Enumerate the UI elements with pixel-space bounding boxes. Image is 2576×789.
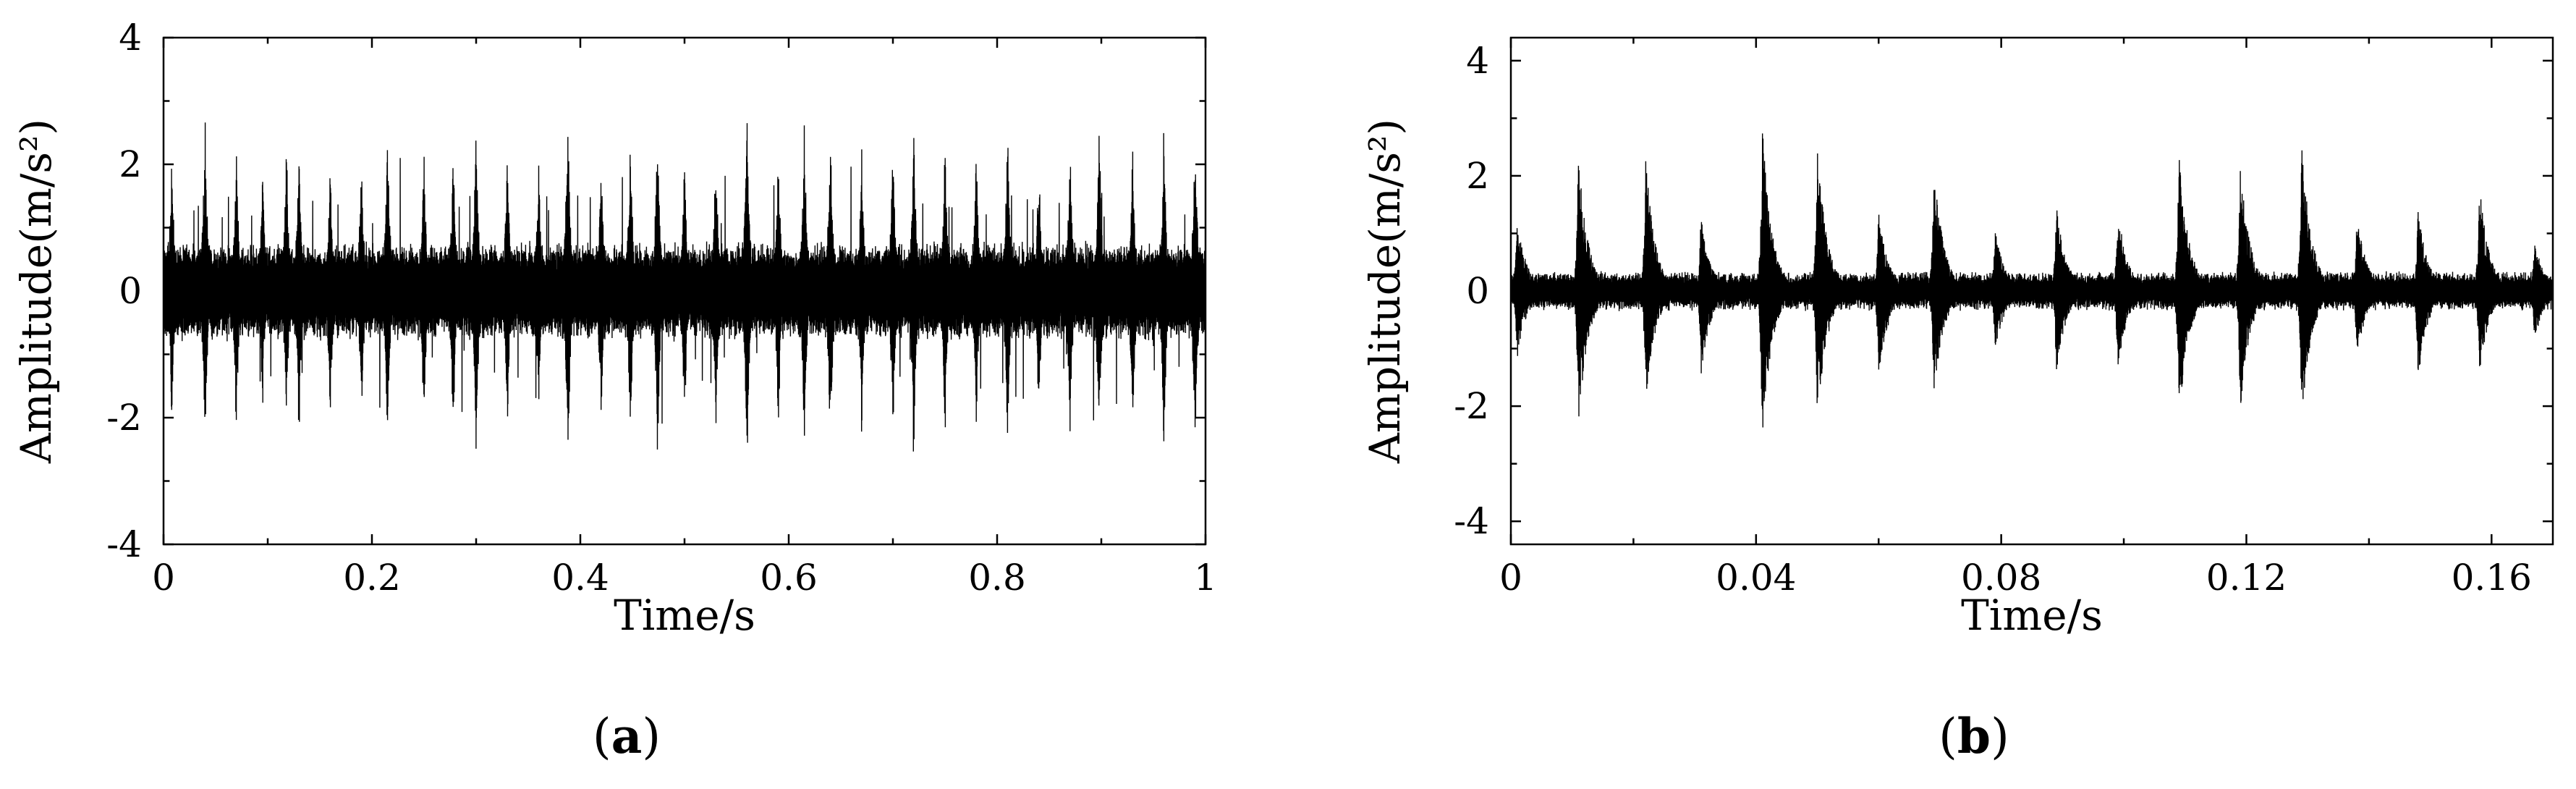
panel-label: (b) bbox=[1939, 708, 2009, 764]
x-tick-label: 0.4 bbox=[551, 557, 609, 599]
x-tick-label: 0 bbox=[1499, 557, 1522, 599]
x-tick-label: 0.2 bbox=[343, 557, 401, 599]
y-tick-label: -4 bbox=[1454, 500, 1489, 542]
x-tick-label: 0.16 bbox=[2452, 557, 2532, 599]
signal-series-line bbox=[164, 122, 1206, 452]
panel-label-letter: b bbox=[1957, 708, 1991, 764]
x-tick-label: 0.12 bbox=[2206, 557, 2287, 599]
y-tick-label: 4 bbox=[119, 17, 142, 59]
y-tick-label: 2 bbox=[119, 143, 142, 185]
x-tick-label: 0.6 bbox=[760, 557, 818, 599]
y-tick-label: 4 bbox=[1466, 40, 1489, 82]
signal-series-line bbox=[1511, 133, 2553, 428]
panel-label-letter: a bbox=[611, 708, 643, 764]
x-axis-title: Time/s bbox=[1961, 591, 2103, 640]
x-tick-label: 0.08 bbox=[1961, 557, 2041, 599]
y-axis-title: Amplitude(m/s²) bbox=[1360, 119, 1410, 464]
x-tick-label: 1 bbox=[1194, 557, 1217, 599]
y-tick-label: -2 bbox=[106, 397, 142, 439]
chart-panel-b: 0 0.04 0.08 0.12 0.16 4 2 0 -2 -4 Time/s Amplitude(… bbox=[1360, 36, 2554, 764]
x-tick-label: 0.8 bbox=[968, 557, 1026, 599]
y-axis-title: Amplitude(m/s²) bbox=[12, 119, 61, 464]
y-tick-label: 0 bbox=[1466, 270, 1489, 312]
panel-label: (a) bbox=[593, 708, 661, 764]
y-tick-label: 2 bbox=[1466, 155, 1489, 197]
y-tick-label: -2 bbox=[1454, 385, 1489, 427]
x-axis-title: Time/s bbox=[614, 591, 755, 640]
y-tick-label: -4 bbox=[106, 523, 142, 565]
y-tick-label: 0 bbox=[119, 270, 142, 312]
x-tick-label: 0 bbox=[152, 557, 175, 599]
chart-panel-a: 0 0.2 0.4 0.6 0.8 1 4 2 0 -2 -4 Time/s Amplitude(m/s… bbox=[12, 17, 1217, 764]
x-tick-label: 0.04 bbox=[1716, 557, 1796, 599]
